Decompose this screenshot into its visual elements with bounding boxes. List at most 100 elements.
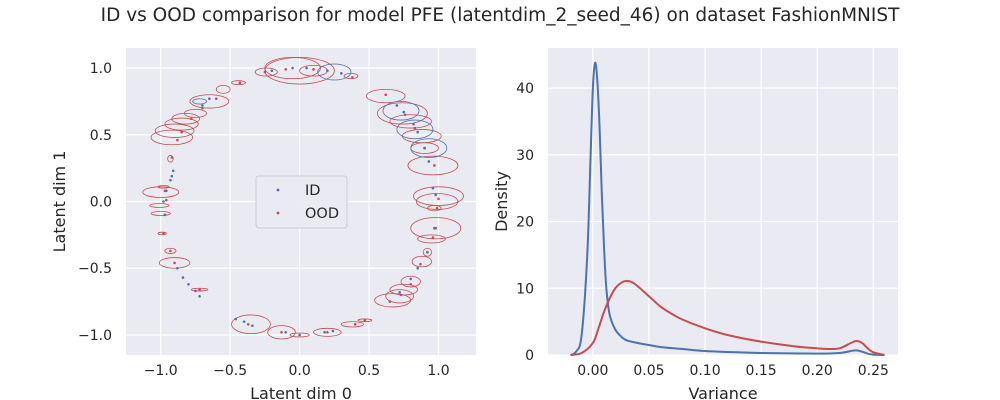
id-density-line — [569, 61, 885, 356]
ood-ellipse — [254, 67, 278, 77]
ood-ellipse — [267, 325, 296, 340]
ood-ellipse — [417, 234, 446, 244]
x-axis-label: Latent dim 0 — [250, 384, 352, 400]
ood-point — [409, 282, 413, 286]
x-tick-label: 0.10 — [689, 363, 720, 379]
id-point — [208, 97, 211, 101]
id-point — [323, 331, 326, 334]
ood-ellipse — [411, 255, 432, 268]
ood-ellipse — [149, 203, 170, 208]
id-point — [170, 174, 174, 178]
y-tick-label: 30 — [516, 148, 534, 164]
ood-ellipse — [313, 327, 342, 337]
id-point — [433, 226, 436, 230]
id-point — [402, 110, 406, 114]
y-tick-label: 40 — [516, 81, 534, 97]
scatter-data — [142, 56, 464, 340]
x-tick-label: 0.25 — [858, 363, 889, 379]
ood-ellipse — [400, 275, 421, 288]
ood-point — [170, 156, 174, 159]
x-axis-label: Variance — [688, 384, 757, 400]
ood-ellipse — [171, 113, 201, 125]
ood-ellipse — [365, 88, 406, 104]
ood-density-line — [570, 279, 885, 356]
id-point — [416, 130, 419, 134]
legend-marker-id — [276, 188, 280, 192]
x-tick-label: 0.05 — [633, 363, 664, 379]
ood-point — [413, 126, 417, 130]
id-point — [181, 276, 185, 279]
ood-ellipse — [231, 314, 271, 335]
ood-point — [176, 138, 179, 142]
id-point — [164, 189, 168, 193]
ood-ellipse — [164, 117, 199, 131]
id-point — [162, 200, 165, 203]
ood-point — [180, 130, 183, 134]
id-ellipse — [396, 119, 434, 140]
y-tick-label: 20 — [516, 215, 534, 231]
ood-ellipse — [154, 123, 195, 138]
ood-ellipse — [264, 56, 335, 85]
y-axis-label: Density — [492, 171, 511, 232]
id-point — [163, 213, 167, 217]
chart-title: ID vs OOD comparison for model PFE (late… — [100, 5, 900, 26]
ood-ellipse — [158, 257, 191, 269]
ood-point — [384, 93, 388, 97]
x-tick-label: 0.00 — [577, 363, 608, 379]
ood-ellipse — [164, 247, 177, 254]
ood-ellipse — [150, 211, 171, 216]
ood-ellipse — [410, 217, 462, 240]
ood-point — [399, 293, 403, 297]
id-point — [398, 290, 401, 294]
ood-point — [173, 261, 176, 265]
id-point — [423, 146, 426, 150]
ood-point — [238, 81, 242, 85]
ood-point — [162, 232, 165, 235]
ood-ellipse — [231, 80, 246, 86]
ood-point — [403, 113, 407, 117]
ood-point — [284, 68, 288, 71]
ood-ellipse — [357, 318, 373, 323]
ood-ellipse — [189, 94, 230, 109]
x-tick-label: 0.20 — [802, 363, 833, 379]
ood-point — [189, 117, 193, 121]
ood-ellipse — [407, 155, 459, 176]
id-ellipse — [382, 100, 420, 121]
ood-point — [169, 249, 172, 253]
ood-ellipse — [183, 109, 207, 118]
id-point — [395, 104, 399, 107]
id-point — [298, 333, 301, 337]
ood-ellipse — [157, 231, 167, 236]
y-axis-label: Latent dim 1 — [50, 151, 69, 253]
id-point — [434, 193, 438, 197]
ood-ellipse — [415, 193, 459, 210]
ood-point — [419, 262, 422, 266]
latent-scatter-panel: −1.0 −0.5 0.0 0.5 1.0 1.0 0.5 0.0 −0.5 −1.0 Latent… — [50, 48, 476, 400]
ood-ellipse — [190, 287, 209, 292]
id-point — [187, 282, 190, 286]
ood-point — [263, 70, 267, 74]
id-point — [176, 266, 179, 270]
x-tick-label: 0.0 — [288, 363, 310, 379]
ood-point — [164, 198, 168, 202]
variance-density-panel: 0.00 0.05 0.10 0.15 0.20 0.25 0 10 20 30 40 Varianc… — [492, 48, 898, 400]
id-ellipse — [192, 98, 207, 105]
y-tick-label: −0.5 — [78, 261, 112, 277]
ood-point — [246, 323, 250, 326]
ood-ellipse — [340, 321, 364, 328]
ood-point — [198, 288, 201, 291]
y-tick-label: 1.0 — [90, 61, 112, 77]
ood-point — [435, 206, 439, 210]
ood-point — [312, 68, 315, 71]
id-point — [339, 72, 343, 75]
ood-point — [201, 106, 204, 110]
ood-ellipse — [215, 84, 231, 94]
x-tick-label: −1.0 — [144, 363, 178, 379]
ood-point — [431, 236, 435, 239]
ood-ellipse — [426, 205, 442, 212]
ood-ellipse — [150, 129, 194, 146]
ood-ellipse — [157, 185, 170, 189]
y-tick-label: 10 — [516, 281, 534, 297]
id-point — [412, 122, 415, 126]
x-tick-label: 0.15 — [746, 363, 777, 379]
